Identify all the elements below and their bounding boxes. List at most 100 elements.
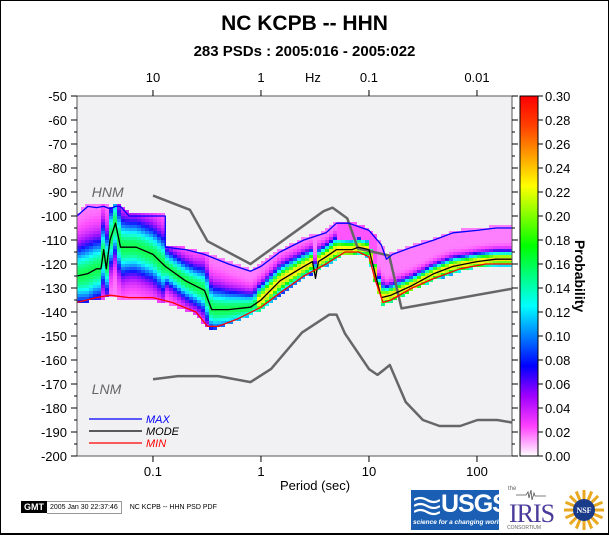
density-cell <box>221 267 225 270</box>
density-cell <box>313 249 317 252</box>
density-cell <box>197 309 201 312</box>
density-cell <box>141 237 145 240</box>
density-cell <box>173 267 177 270</box>
density-cell <box>89 246 93 249</box>
density-cell <box>345 231 349 234</box>
density-cell <box>501 261 505 264</box>
density-cell <box>429 255 433 258</box>
density-cell <box>489 252 493 255</box>
density-cell <box>269 294 273 297</box>
density-cell <box>161 276 165 279</box>
density-cell <box>161 273 165 276</box>
density-cell <box>321 258 325 261</box>
density-cell <box>317 249 321 252</box>
density-cell <box>401 279 405 282</box>
density-cell <box>129 267 133 270</box>
density-cell <box>481 255 485 258</box>
density-cell <box>277 267 281 270</box>
density-cell <box>137 222 141 225</box>
density-cell <box>225 273 229 276</box>
density-cell <box>405 285 409 288</box>
density-cell <box>97 240 101 243</box>
density-cell <box>381 291 385 294</box>
density-cell <box>341 225 345 228</box>
density-cell <box>393 270 397 273</box>
density-cell <box>245 276 249 279</box>
density-cell <box>397 273 401 276</box>
density-cell <box>273 270 277 273</box>
density-cell <box>125 294 129 297</box>
density-cell <box>241 279 245 282</box>
density-cell <box>489 237 493 240</box>
density-cell <box>309 264 313 267</box>
density-cell <box>85 255 89 258</box>
density-cell <box>145 291 149 294</box>
density-cell <box>145 237 149 240</box>
density-cell <box>189 252 193 255</box>
density-cell <box>173 303 177 306</box>
density-cell <box>89 240 93 243</box>
density-cell <box>141 276 145 279</box>
density-cell <box>397 270 401 273</box>
density-cell <box>429 264 433 267</box>
density-cell <box>133 219 137 222</box>
y-tick-label: -80 <box>48 161 67 176</box>
density-cell <box>97 273 101 276</box>
density-cell <box>461 255 465 258</box>
density-cell <box>297 273 301 276</box>
density-cell <box>109 228 113 231</box>
density-cell <box>189 285 193 288</box>
density-cell <box>137 228 141 231</box>
density-cell <box>129 249 133 252</box>
density-cell <box>97 219 101 222</box>
density-cell <box>345 228 349 231</box>
density-cell <box>89 231 93 234</box>
density-cell <box>329 237 333 240</box>
density-cell <box>501 252 505 255</box>
density-cell <box>81 228 85 231</box>
density-cell <box>121 258 125 261</box>
density-cell <box>433 255 437 258</box>
density-cell <box>437 264 441 267</box>
density-cell <box>277 249 281 252</box>
density-cell <box>501 237 505 240</box>
density-cell <box>157 228 161 231</box>
density-cell <box>341 237 345 240</box>
density-cell <box>89 291 93 294</box>
density-cell <box>161 243 165 246</box>
density-cell <box>157 237 161 240</box>
density-cell <box>377 282 381 285</box>
density-cell <box>441 246 445 249</box>
density-cell <box>141 291 145 294</box>
density-cell <box>497 240 501 243</box>
iris-logo: the IRIS CONSORTIUM <box>506 486 555 532</box>
density-cell <box>333 234 337 237</box>
density-cell <box>445 258 449 261</box>
density-cell <box>197 303 201 306</box>
density-cell <box>429 276 433 279</box>
density-cell <box>117 252 121 255</box>
density-cell <box>377 258 381 261</box>
density-cell <box>413 255 417 258</box>
density-cell <box>493 240 497 243</box>
density-cell <box>377 264 381 267</box>
density-cell <box>161 216 165 219</box>
density-cell <box>93 216 97 219</box>
density-cell <box>221 273 225 276</box>
density-cell <box>449 240 453 243</box>
density-cell <box>233 273 237 276</box>
density-cell <box>97 255 101 258</box>
density-cell <box>161 252 165 255</box>
y-tick-label: -200 <box>41 449 67 464</box>
density-cell <box>85 207 89 210</box>
density-cell <box>473 258 477 261</box>
density-cell <box>105 204 109 207</box>
density-cell <box>181 282 185 285</box>
density-cell <box>177 288 181 291</box>
density-cell <box>357 252 361 255</box>
density-cell <box>201 282 205 285</box>
density-cell <box>89 210 93 213</box>
y-tick-label: -170 <box>41 377 67 392</box>
density-cell <box>113 216 117 219</box>
